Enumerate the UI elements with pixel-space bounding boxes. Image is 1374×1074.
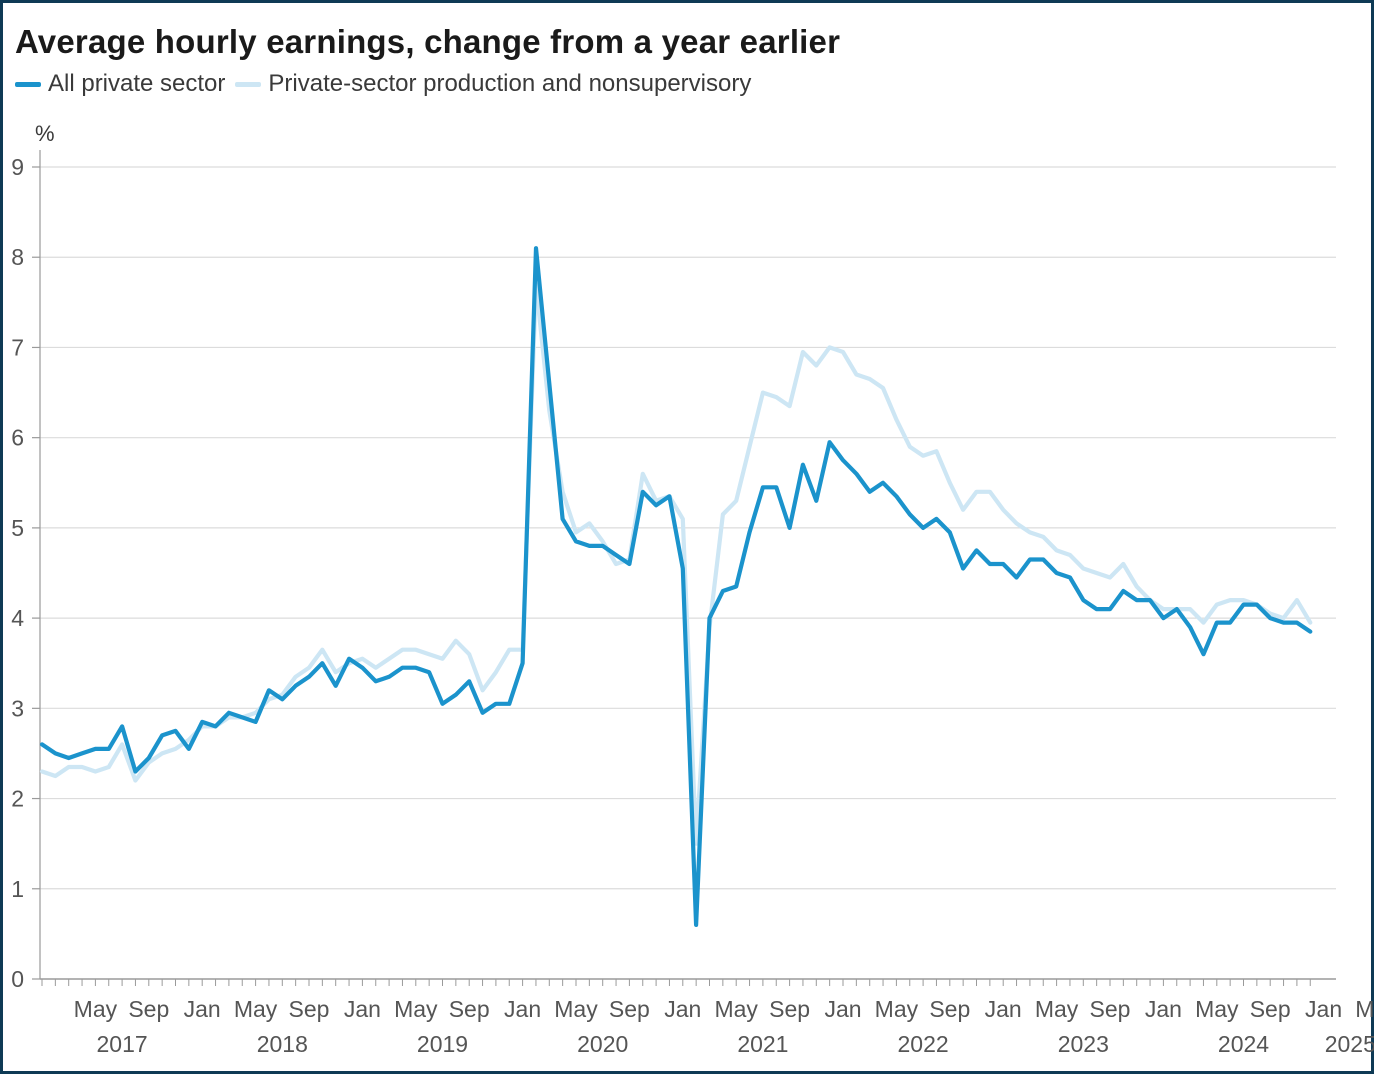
x-tick-label-month: Jan (344, 996, 381, 1022)
legend-label-production-nonsupervisory: Private-sector production and nonsupervi… (268, 70, 752, 97)
y-tick-label-0: 0 (11, 966, 24, 992)
x-tick-label-year-2023: 2023 (1058, 1031, 1109, 1057)
x-tick-label-month: Jan (824, 996, 861, 1022)
x-tick-label-month: Sep (769, 996, 810, 1022)
x-tick-label-month: Jan (985, 996, 1022, 1022)
y-tick-label-4: 4 (11, 605, 24, 631)
x-tick-label-month: May (1195, 996, 1239, 1022)
y-tick-label-1: 1 (11, 876, 24, 902)
x-tick-label-month: Sep (449, 996, 490, 1022)
series-line-production-nonsupervisory (39, 282, 1313, 846)
y-tick-label-5: 5 (11, 515, 24, 541)
y-tick-label-3: 3 (11, 695, 24, 721)
x-tick-label-month: Sep (128, 996, 169, 1022)
x-tick-label-month: Sep (1250, 996, 1291, 1022)
y-axis-unit-label: % (35, 121, 55, 146)
legend-swatch-production-nonsupervisory (235, 81, 262, 87)
x-tick-label-month: May (554, 996, 598, 1022)
x-tick-label-month: Jan (664, 996, 701, 1022)
x-tick-label-month: Jan (504, 996, 541, 1022)
x-tick-label-month: Jan (184, 996, 221, 1022)
series-line-all-private (39, 246, 1313, 928)
x-tick-label-month: Jan (1305, 996, 1342, 1022)
x-tick-label-month: May (1035, 996, 1079, 1022)
x-tick-label-year-2022: 2022 (898, 1031, 949, 1057)
x-tick-label-month: Jan (1145, 996, 1182, 1022)
legend-item-production-nonsupervisory: Private-sector production and nonsupervi… (235, 70, 751, 98)
x-tick-label-month: Sep (1090, 996, 1131, 1022)
x-tick-label-month: May (234, 996, 278, 1022)
legend-item-all-private: All private sector (15, 70, 225, 98)
x-tick-label-year-2021: 2021 (737, 1031, 788, 1057)
x-tick-label-year-2025: 2025 (1325, 1031, 1374, 1057)
x-tick-label-year-2024: 2024 (1218, 1031, 1269, 1057)
x-tick-label-year-2017: 2017 (97, 1031, 148, 1057)
x-tick-label-month: May (1355, 996, 1374, 1022)
legend-swatch-all-private (15, 81, 41, 87)
y-tick-label-6: 6 (11, 425, 24, 451)
x-tick-label-year-2018: 2018 (257, 1031, 308, 1057)
x-tick-label-month: May (394, 996, 438, 1022)
y-tick-label-8: 8 (11, 244, 24, 270)
chart-title: Average hourly earnings, change from a y… (15, 23, 841, 60)
y-tick-label-2: 2 (11, 786, 24, 812)
legend-label-all-private: All private sector (48, 70, 226, 97)
y-tick-label-9: 9 (11, 154, 24, 180)
x-tick-label-month: May (74, 996, 118, 1022)
x-tick-label-year-2019: 2019 (417, 1031, 468, 1057)
legend: All private sector Private-sector produc… (15, 69, 751, 99)
x-tick-label-month: May (875, 996, 919, 1022)
x-tick-label-month: May (714, 996, 758, 1022)
x-tick-label-year-2020: 2020 (577, 1031, 628, 1057)
x-tick-label-month: Sep (929, 996, 970, 1022)
y-tick-label-7: 7 (11, 334, 24, 360)
x-tick-label-month: Sep (289, 996, 330, 1022)
x-tick-label-month: Sep (609, 996, 650, 1022)
